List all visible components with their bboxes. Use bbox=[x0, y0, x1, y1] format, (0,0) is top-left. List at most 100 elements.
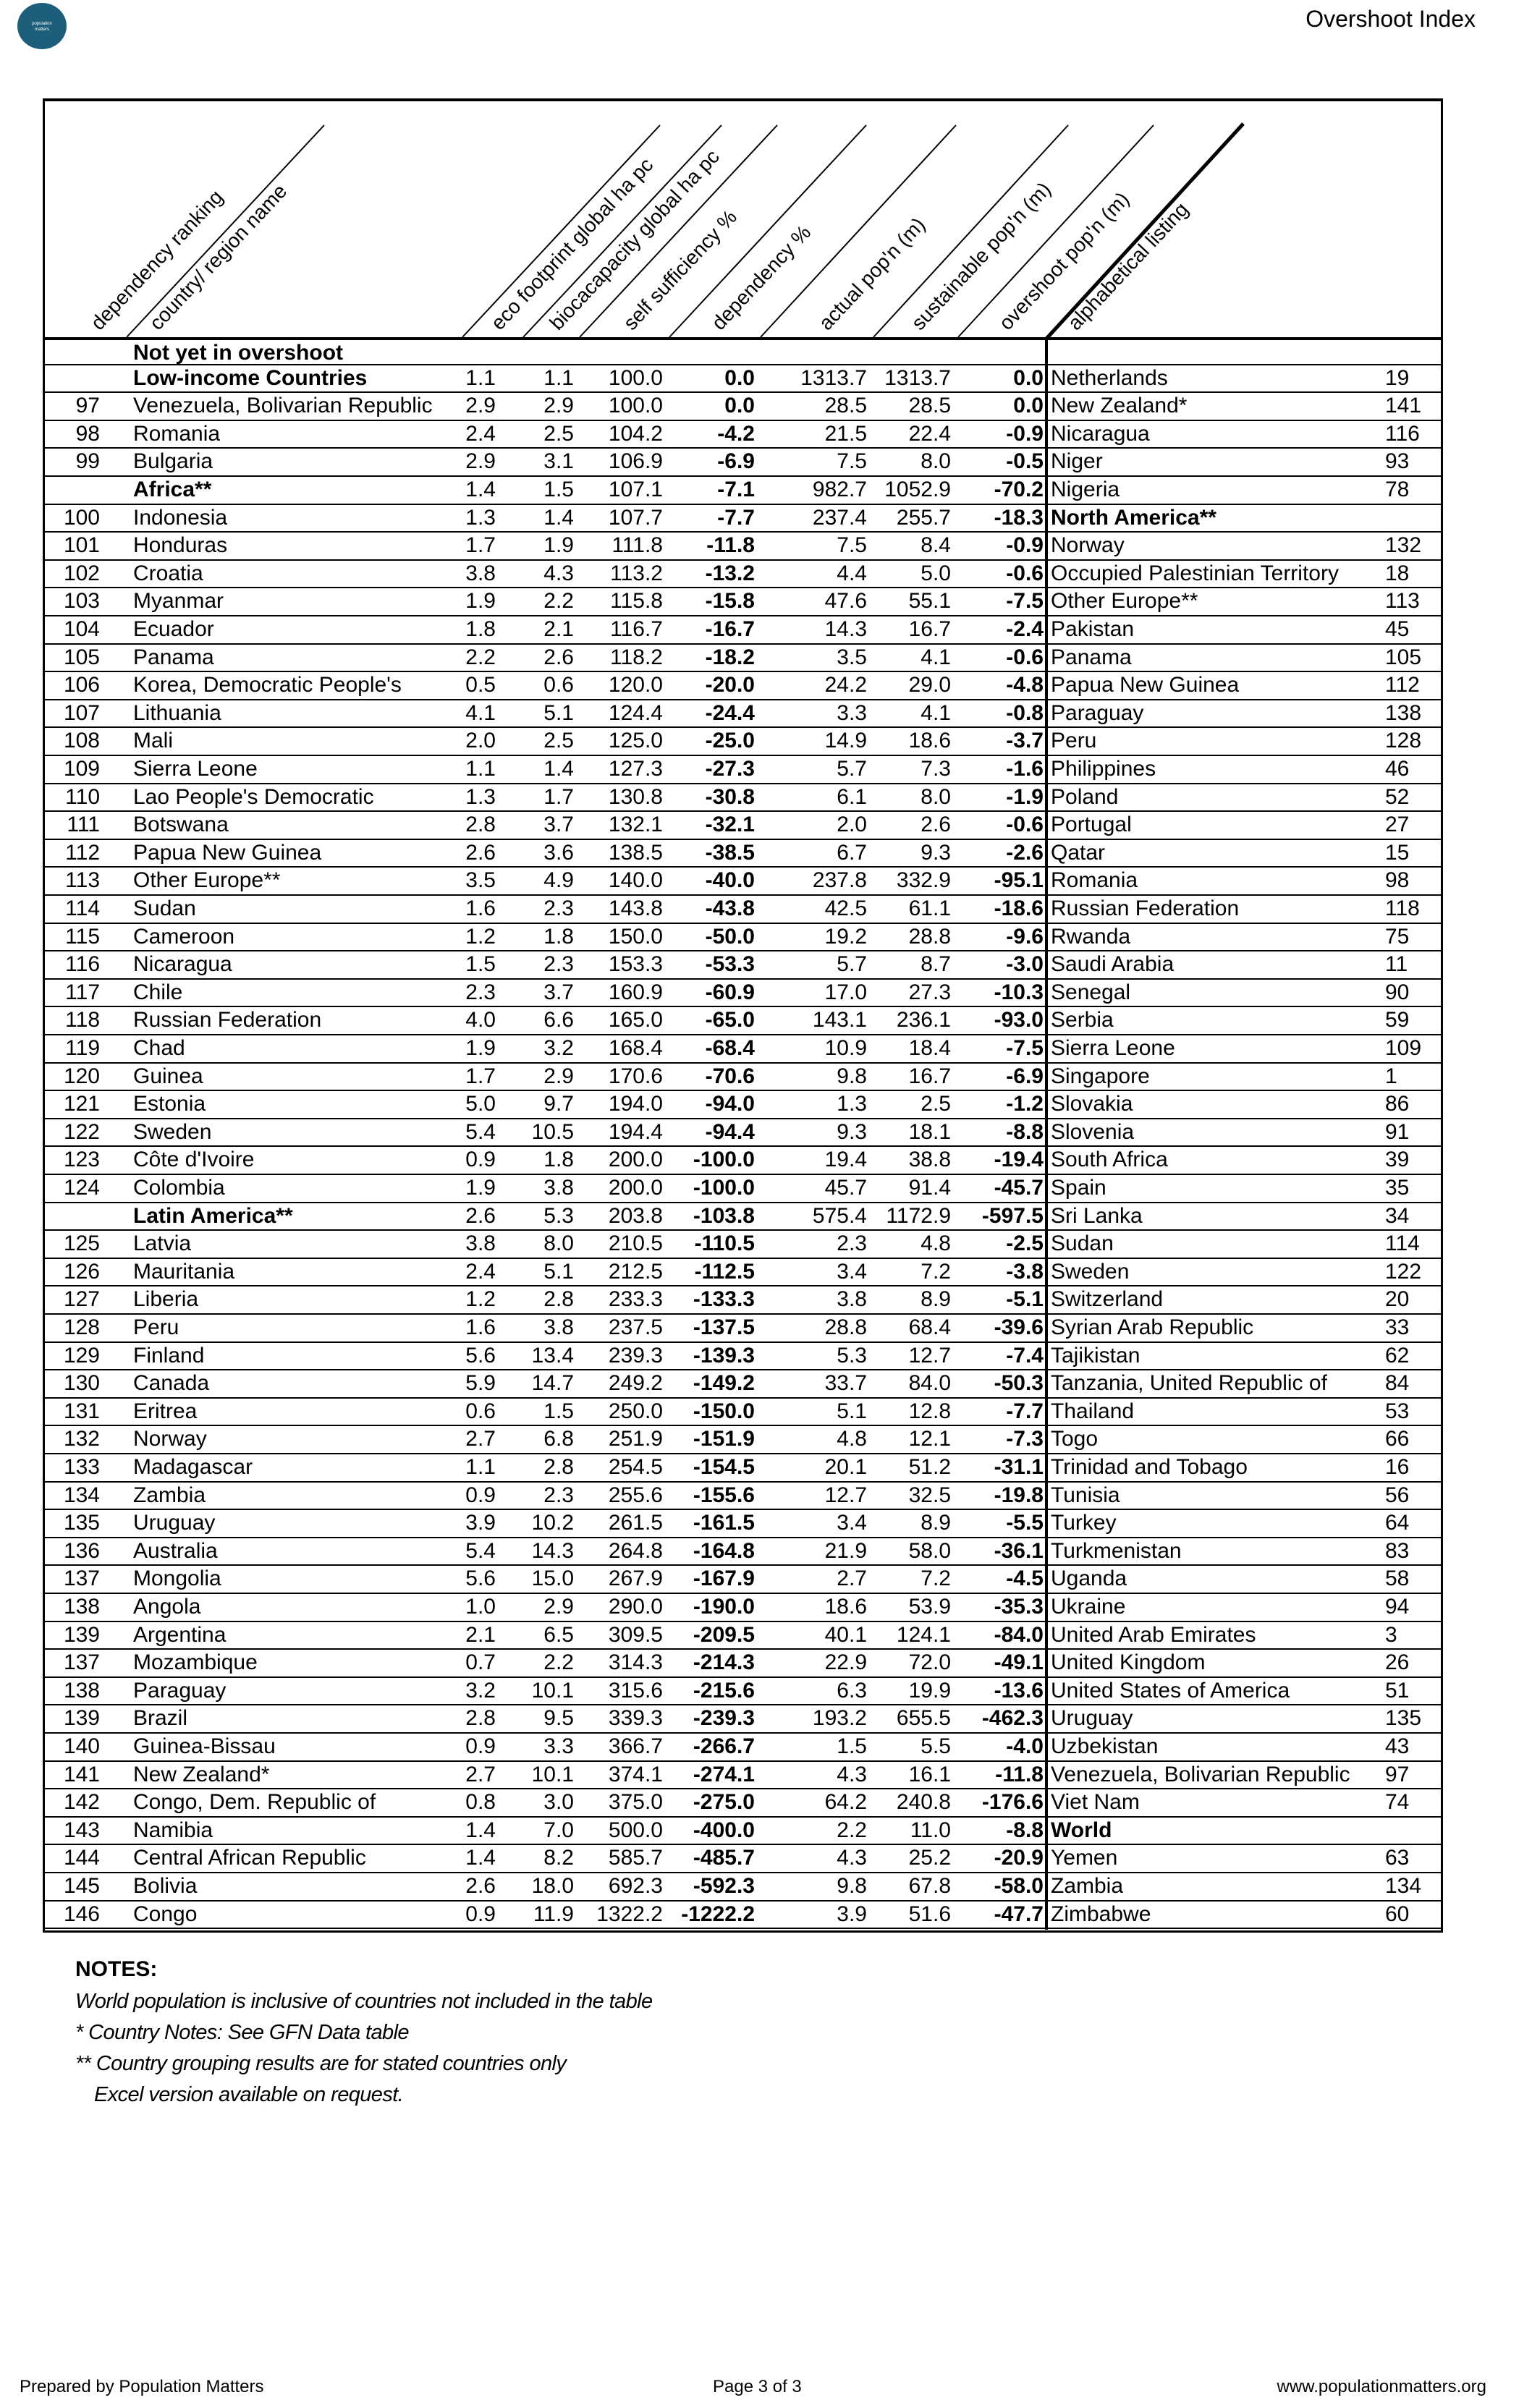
alphabetical-country-cell: Sweden bbox=[1051, 1259, 1130, 1284]
actual-pop-cell: 33.7 bbox=[824, 1371, 867, 1396]
eco-footprint-cell: 1.1 bbox=[465, 365, 496, 390]
country-name-cell: Romania bbox=[133, 421, 221, 446]
alphabetical-rank-cell: 64 bbox=[1385, 1511, 1410, 1535]
table-row: 123 Côte d'Ivoire 0.9 1.8 200.0 -100.0 19.4 38.… bbox=[43, 1147, 1441, 1175]
eco-footprint-cell: 1.7 bbox=[465, 533, 496, 558]
biocapacity-cell: 2.2 bbox=[543, 1650, 574, 1675]
self-sufficiency-cell: 250.0 bbox=[608, 1399, 663, 1423]
sustainable-pop-cell: 58.0 bbox=[908, 1538, 951, 1563]
table-row: 132 Norway 2.7 6.8 251.9 -151.9 4.8 12.1 -7.3 Tog… bbox=[43, 1426, 1441, 1454]
sustainable-pop-cell: 332.9 bbox=[896, 868, 951, 893]
eco-footprint-cell: 3.8 bbox=[465, 561, 496, 585]
self-sufficiency-cell: 120.0 bbox=[608, 673, 663, 698]
self-sufficiency-cell: 113.2 bbox=[610, 561, 663, 585]
dependency-cell: -20.0 bbox=[705, 673, 755, 698]
table-row: 138 Angola 1.0 2.9 290.0 -190.0 18.6 53.9 -35.3 U… bbox=[43, 1594, 1441, 1622]
table-row: 98 Romania 2.4 2.5 104.2 -4.2 21.5 22.4 -0.9 Nica… bbox=[43, 421, 1441, 449]
dependency-cell: -239.3 bbox=[693, 1706, 755, 1731]
table-row: 115 Cameroon 1.2 1.8 150.0 -50.0 19.2 28.8 -9.6 R… bbox=[43, 924, 1441, 952]
country-name-cell: Chad bbox=[133, 1036, 185, 1060]
table-row: 122 Sweden 5.4 10.5 194.4 -94.4 9.3 18.1 -8.8 Slo… bbox=[43, 1119, 1441, 1148]
country-name-cell: Brazil bbox=[133, 1706, 188, 1731]
actual-pop-cell: 3.9 bbox=[837, 1902, 867, 1926]
actual-pop-cell: 12.7 bbox=[824, 1483, 867, 1507]
alphabetical-country-cell: Serbia bbox=[1051, 1008, 1114, 1033]
actual-pop-cell: 40.1 bbox=[824, 1622, 867, 1647]
table-row: 141 New Zealand* 2.7 10.1 374.1 -274.1 4.3 16.1… bbox=[43, 1762, 1441, 1790]
table-row: 130 Canada 5.9 14.7 249.2 -149.2 33.7 84.0 -50.3… bbox=[43, 1370, 1441, 1399]
section-heading-row: Not yet in overshoot bbox=[43, 337, 1441, 365]
alphabetical-country-cell: Senegal bbox=[1051, 980, 1131, 1004]
overshoot-pop-cell: -176.6 bbox=[981, 1790, 1044, 1815]
rank-cell: 114 bbox=[65, 896, 100, 920]
rank-cell: 104 bbox=[63, 617, 100, 641]
biocapacity-cell: 11.9 bbox=[533, 1902, 574, 1926]
actual-pop-cell: 22.9 bbox=[824, 1650, 867, 1675]
sustainable-pop-cell: 27.3 bbox=[908, 980, 951, 1004]
country-name-cell: Bolivia bbox=[133, 1874, 198, 1898]
dependency-cell: -40.0 bbox=[705, 868, 755, 893]
dependency-cell: -154.5 bbox=[693, 1455, 755, 1479]
rank-cell: 126 bbox=[63, 1259, 100, 1284]
eco-footprint-cell: 2.8 bbox=[465, 1706, 496, 1731]
overshoot-pop-cell: -0.9 bbox=[1006, 421, 1044, 446]
biocapacity-cell: 6.6 bbox=[543, 1008, 574, 1033]
overshoot-pop-cell: 0.0 bbox=[1013, 394, 1044, 418]
footer-website: www.populationmatters.org bbox=[1277, 2377, 1486, 2396]
alphabetical-rank-cell: 74 bbox=[1385, 1790, 1410, 1815]
alphabetical-rank-cell: 122 bbox=[1385, 1259, 1422, 1284]
self-sufficiency-cell: 255.6 bbox=[608, 1483, 663, 1507]
rank-cell: 130 bbox=[63, 1371, 100, 1396]
footer-page-number: Page 3 of 3 bbox=[713, 2377, 802, 2396]
rank-cell: 105 bbox=[63, 645, 100, 669]
biocapacity-cell: 2.2 bbox=[543, 589, 574, 614]
country-name-cell: Papua New Guinea bbox=[133, 840, 322, 865]
self-sufficiency-cell: 203.8 bbox=[608, 1203, 663, 1228]
rank-cell: 133 bbox=[63, 1455, 100, 1479]
biocapacity-cell: 1.4 bbox=[543, 757, 574, 781]
eco-footprint-cell: 0.6 bbox=[465, 1399, 496, 1423]
dependency-cell: -4.2 bbox=[717, 421, 755, 446]
biocapacity-cell: 3.7 bbox=[543, 980, 574, 1004]
eco-footprint-cell: 2.7 bbox=[465, 1427, 496, 1451]
overshoot-pop-cell: -9.6 bbox=[1006, 924, 1044, 949]
dependency-cell: -53.3 bbox=[705, 952, 755, 977]
country-name-cell: Finland bbox=[133, 1343, 205, 1368]
overshoot-pop-cell: -5.1 bbox=[1006, 1287, 1044, 1312]
alphabetical-country-cell: Turkmenistan bbox=[1051, 1538, 1182, 1563]
overshoot-pop-cell: -3.0 bbox=[1006, 952, 1044, 977]
self-sufficiency-cell: 124.4 bbox=[608, 700, 663, 725]
alphabetical-rank-cell: 128 bbox=[1385, 729, 1422, 753]
sustainable-pop-cell: 8.0 bbox=[921, 449, 951, 474]
eco-footprint-cell: 1.8 bbox=[465, 617, 496, 641]
actual-pop-cell: 237.4 bbox=[812, 505, 867, 530]
sustainable-pop-cell: 28.5 bbox=[908, 394, 951, 418]
sustainable-pop-cell: 2.6 bbox=[921, 813, 951, 837]
dependency-cell: -32.1 bbox=[705, 813, 755, 837]
svg-text:matters: matters bbox=[35, 27, 49, 32]
sustainable-pop-cell: 29.0 bbox=[908, 673, 951, 698]
sustainable-pop-cell: 18.6 bbox=[908, 729, 951, 753]
self-sufficiency-cell: 210.5 bbox=[608, 1231, 663, 1256]
overshoot-pop-cell: -7.5 bbox=[1006, 1036, 1044, 1060]
actual-pop-cell: 2.0 bbox=[837, 813, 867, 837]
biocapacity-cell: 5.3 bbox=[543, 1203, 574, 1228]
country-name-cell: Cameroon bbox=[133, 924, 235, 949]
alphabetical-country-cell: Sudan bbox=[1051, 1231, 1114, 1256]
table-row: 105 Panama 2.2 2.6 118.2 -18.2 3.5 4.1 -0.6 Panam… bbox=[43, 645, 1441, 673]
country-name-cell: Norway bbox=[133, 1427, 207, 1451]
self-sufficiency-cell: 170.6 bbox=[608, 1064, 663, 1088]
alphabetical-country-cell: Russian Federation bbox=[1051, 896, 1240, 920]
eco-footprint-cell: 1.2 bbox=[465, 1287, 496, 1312]
note-line: * Country Notes: See GFN Data table bbox=[75, 2021, 410, 2044]
sustainable-pop-cell: 1052.9 bbox=[884, 478, 951, 501]
alphabetical-country-cell: Uganda bbox=[1051, 1567, 1127, 1591]
rank-cell: 140 bbox=[63, 1734, 100, 1758]
alphabetical-rank-cell: 19 bbox=[1385, 365, 1410, 390]
alphabetical-rank-cell: 105 bbox=[1385, 645, 1422, 669]
country-name-cell: Nicaragua bbox=[133, 952, 232, 977]
sustainable-pop-cell: 25.2 bbox=[908, 1846, 951, 1870]
eco-footprint-cell: 2.4 bbox=[465, 421, 496, 446]
dependency-cell: -15.8 bbox=[705, 589, 755, 614]
overshoot-pop-cell: -7.4 bbox=[1006, 1343, 1044, 1368]
